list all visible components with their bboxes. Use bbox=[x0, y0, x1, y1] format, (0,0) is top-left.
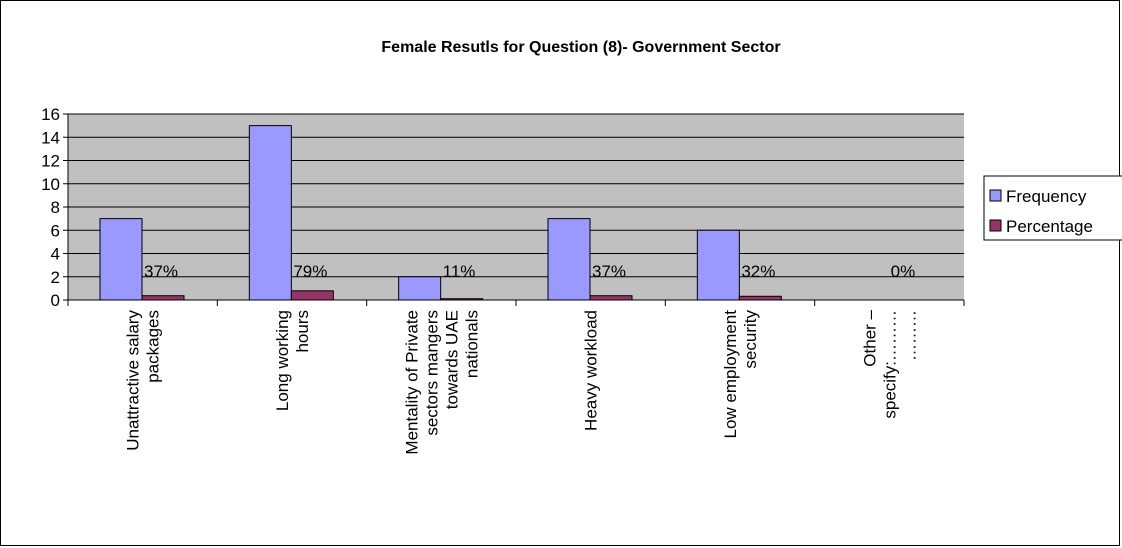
bar-percentage bbox=[290, 290, 334, 301]
bar-frequency bbox=[547, 218, 591, 301]
category-label-line: Mentality of Private bbox=[402, 310, 421, 455]
bar-frequency bbox=[696, 229, 740, 301]
bar-percentage bbox=[738, 295, 782, 301]
data-label: 32% bbox=[741, 262, 775, 281]
bar-percentage bbox=[589, 295, 633, 301]
category-label-line: ……… bbox=[900, 310, 919, 361]
category-label: Other –specify:……………… bbox=[860, 309, 919, 418]
legend: Frequency Percentage bbox=[983, 175, 1122, 241]
data-label: 79% bbox=[293, 262, 327, 281]
y-tick-label: 6 bbox=[51, 221, 60, 240]
category-label-line: Low employment bbox=[721, 310, 740, 439]
bar-frequency bbox=[398, 276, 442, 301]
category-label-line: Long working bbox=[273, 310, 292, 411]
category-label: Long workinghours bbox=[273, 310, 312, 411]
category-label-line: towards UAE bbox=[442, 310, 461, 409]
bar-frequency bbox=[99, 218, 143, 301]
category-label: Unattractive salarypackages bbox=[124, 310, 163, 451]
data-label: 0% bbox=[891, 262, 916, 281]
legend-swatch-frequency bbox=[989, 189, 1002, 202]
category-label-line: Heavy workload bbox=[582, 310, 601, 431]
category-label: Mentality of Privatesectors mangerstowar… bbox=[402, 310, 481, 455]
y-tick-label: 10 bbox=[41, 175, 60, 194]
y-tick-label: 4 bbox=[51, 245, 60, 264]
y-tick-label: 16 bbox=[41, 105, 60, 124]
bar-percentage bbox=[440, 298, 484, 301]
plot-area: 0 2 4 6 8 10 12 14 16 37% Unattractive salarypacka… bbox=[41, 105, 965, 455]
legend-swatch-percentage bbox=[989, 219, 1002, 232]
data-label: 11% bbox=[443, 262, 476, 281]
category-label: Heavy workload bbox=[582, 310, 601, 431]
data-label: 37% bbox=[592, 262, 626, 281]
category-label-line: nationals bbox=[462, 310, 481, 378]
category-label-line: specify:……… bbox=[880, 310, 899, 419]
y-tick-label: 2 bbox=[51, 268, 60, 287]
category-label: Low employmentsecurity bbox=[721, 310, 760, 439]
bar-percentage bbox=[141, 295, 185, 301]
category-label-line: packages bbox=[144, 310, 163, 383]
y-tick-label: 0 bbox=[51, 291, 60, 310]
bar-frequency bbox=[248, 125, 292, 301]
category-label-line: sectors mangers bbox=[422, 310, 441, 436]
y-tick-label: 8 bbox=[51, 198, 60, 217]
data-label: 37% bbox=[144, 262, 178, 281]
legend-box bbox=[983, 175, 1122, 241]
legend-label-frequency: Frequency bbox=[1006, 187, 1087, 206]
y-tick-label: 14 bbox=[41, 128, 60, 147]
category-label-line: Unattractive salary bbox=[124, 310, 143, 451]
category-label-line: security bbox=[741, 310, 760, 369]
y-tick-label: 12 bbox=[41, 152, 60, 171]
category-label-line: hours bbox=[293, 310, 312, 353]
chart-title: Female Resutls for Question (8)- Governm… bbox=[381, 39, 780, 56]
category-label-line: Other – bbox=[860, 309, 879, 366]
legend-label-percentage: Percentage bbox=[1006, 217, 1093, 236]
